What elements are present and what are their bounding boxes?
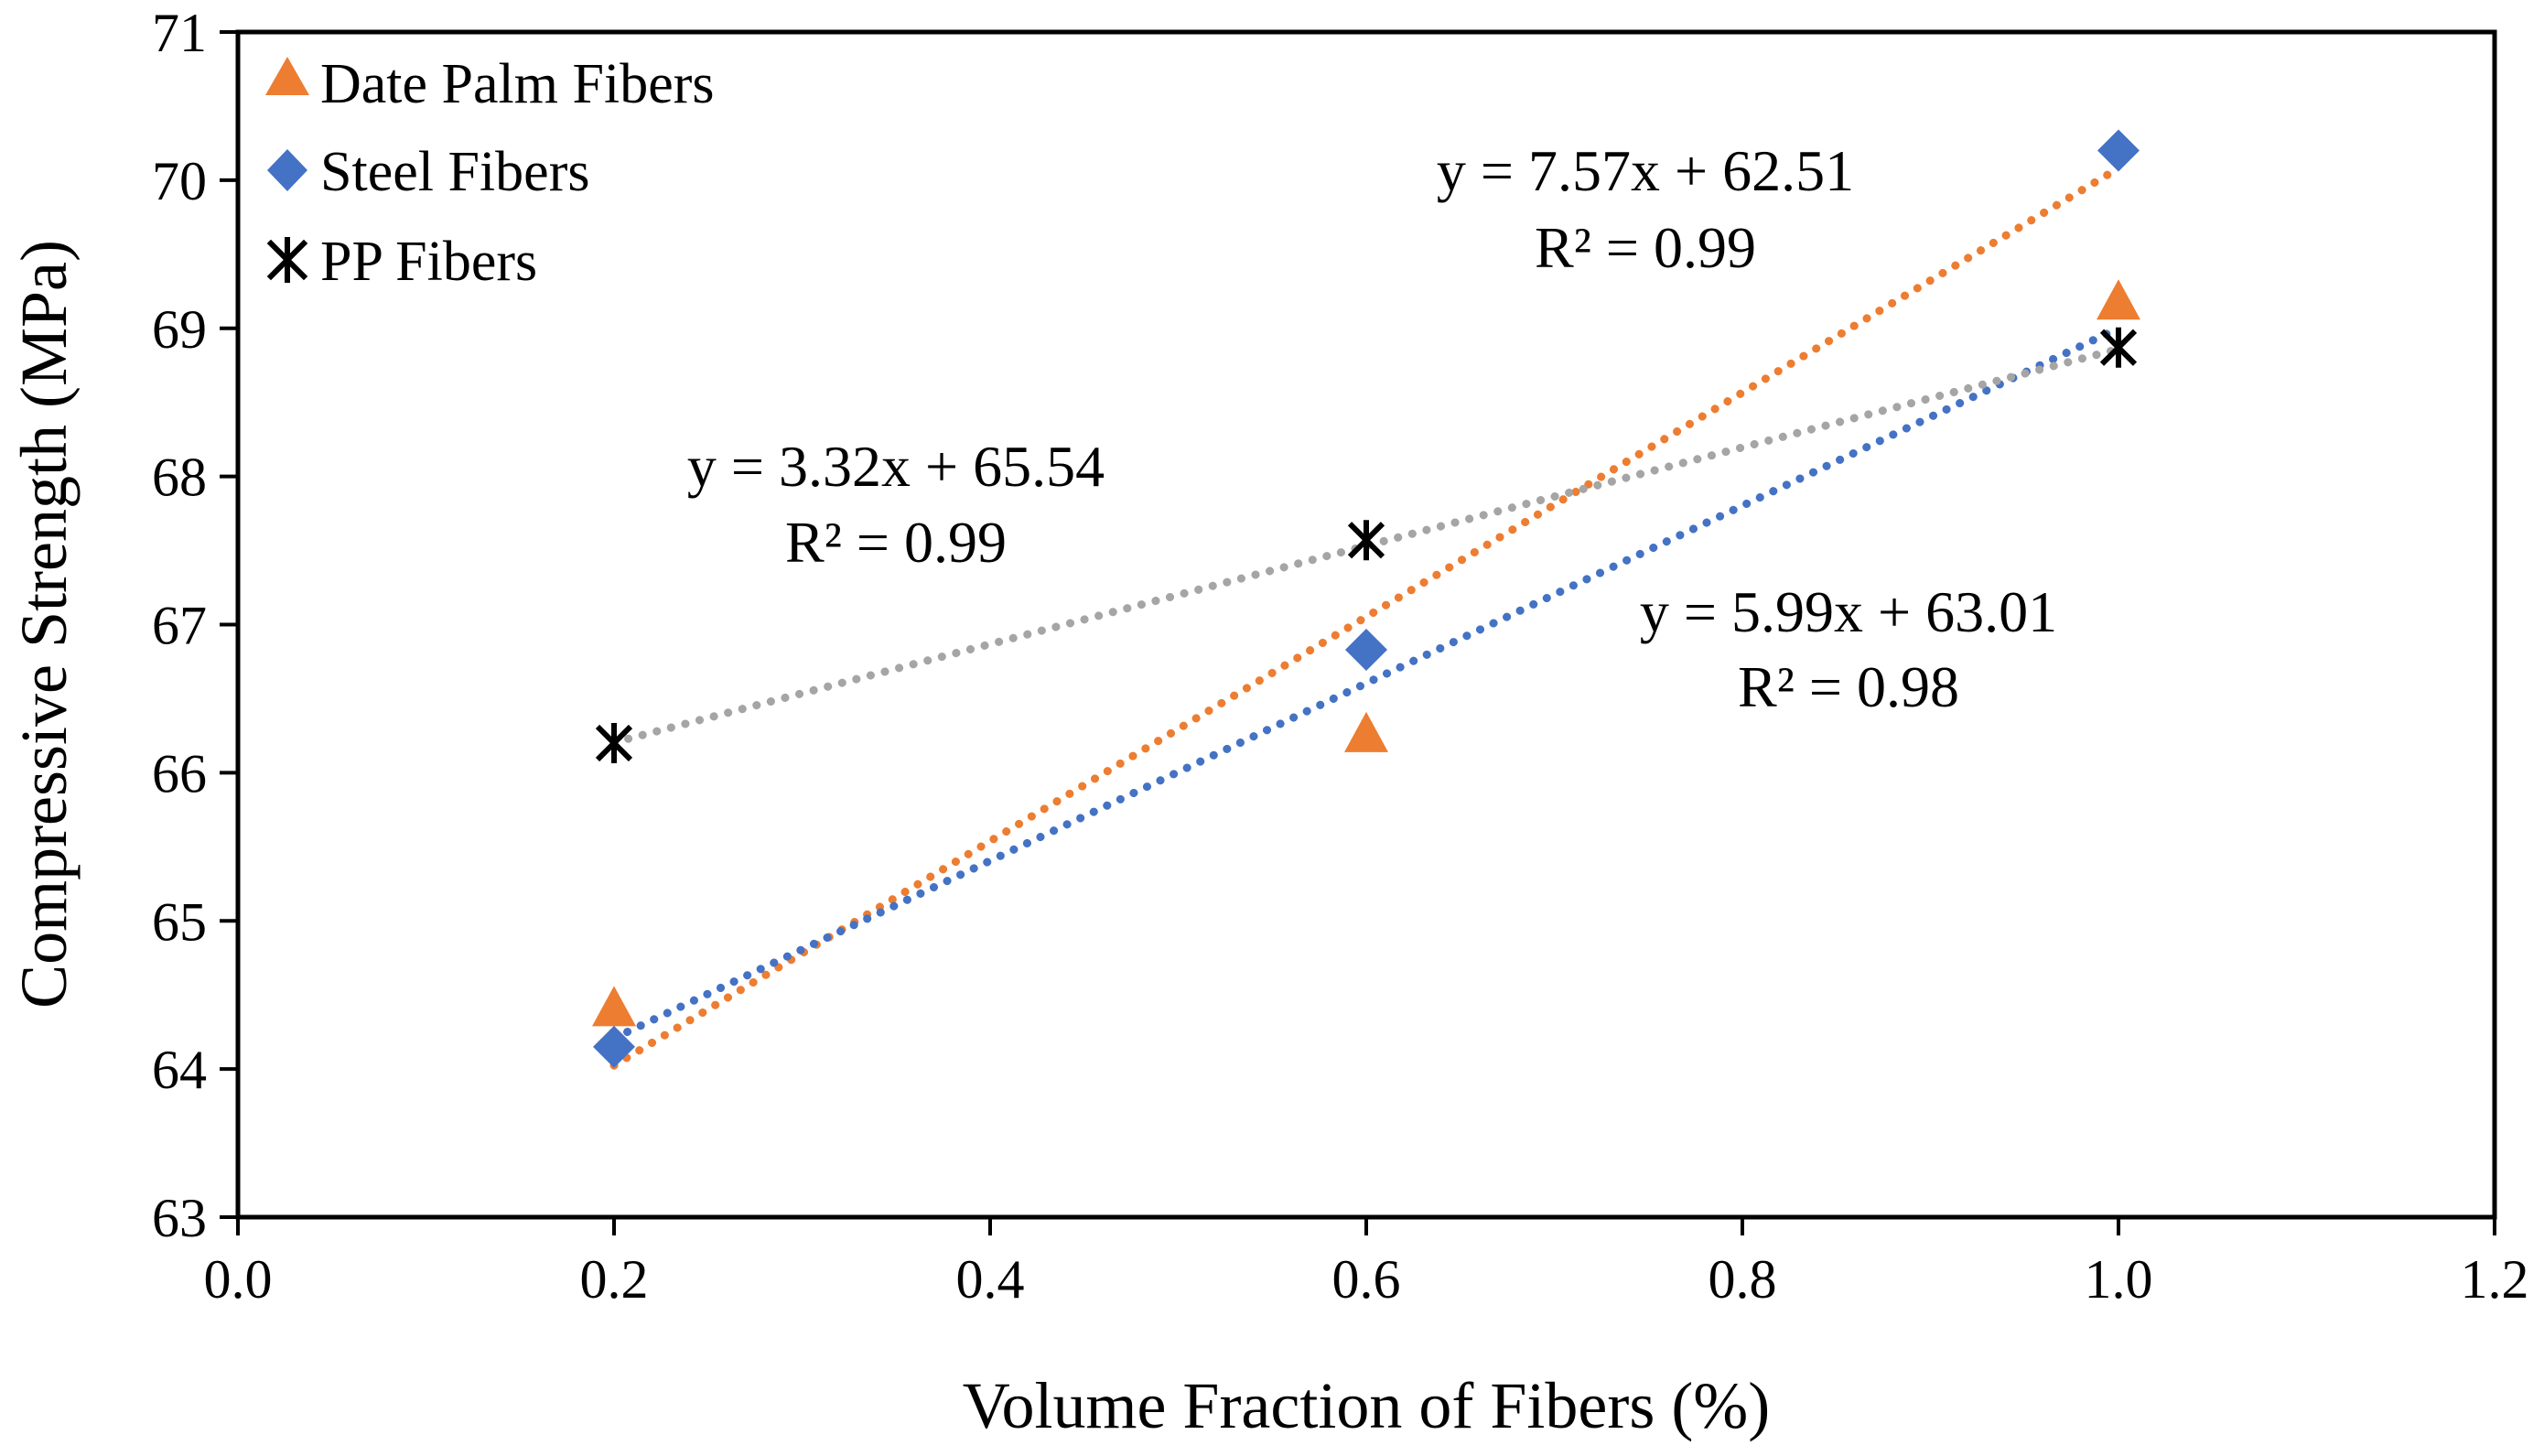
y-tick-label: 67 <box>152 596 207 656</box>
x-tick-label: 0.0 <box>204 1249 273 1310</box>
legend-date-palm-label: Date Palm Fibers <box>320 53 715 115</box>
x-tick-label: 0.8 <box>1709 1249 1777 1310</box>
legend-date-palm-marker <box>265 57 309 95</box>
x-tick-label: 0.4 <box>956 1249 1025 1310</box>
y-tick-label: 64 <box>152 1040 207 1100</box>
x-tick-label: 1.2 <box>2461 1249 2529 1310</box>
tick-layer: 0.0 0.2 0.4 0.6 0.8 1.0 1.2 63 64 65 66 67 68 69 70 71 <box>152 3 2529 1310</box>
y-tick-label: 65 <box>152 891 207 952</box>
steel-fibers-trendline <box>609 324 2123 1042</box>
steel-equation: y = 5.99x + 63.01 <box>1640 579 2057 644</box>
pp-fibers-point <box>1347 520 1385 561</box>
date-palm-fibers-point <box>2097 279 2140 320</box>
legend-steel-label: Steel Fibers <box>320 141 589 203</box>
pp-r2: R² = 0.99 <box>785 510 1007 575</box>
pp-fibers-point <box>2099 327 2138 368</box>
y-tick-label: 66 <box>152 743 207 803</box>
y-tick-label: 69 <box>152 299 207 360</box>
steel-fibers-point <box>593 1025 635 1068</box>
x-tick-label: 1.0 <box>2085 1249 2153 1310</box>
legend-pp-label: PP Fibers <box>320 231 537 293</box>
x-axis-title: Volume Fraction of Fibers (%) <box>963 1369 1771 1442</box>
y-tick-label: 71 <box>152 3 207 63</box>
y-tick-label: 68 <box>152 448 207 508</box>
legend-steel-marker <box>267 149 307 191</box>
marker-layer <box>592 129 2140 1068</box>
legend: Date Palm Fibers Steel Fibers PP Fibers <box>265 53 715 293</box>
date-palm-r2: R² = 0.99 <box>1535 215 1756 280</box>
pp-fibers-point <box>595 723 633 763</box>
y-tick-label: 70 <box>152 151 207 211</box>
date-palm-fibers-point <box>592 986 636 1027</box>
steel-r2: R² = 0.98 <box>1738 654 1959 719</box>
steel-fibers-point <box>2097 129 2140 172</box>
steel-fibers-point <box>1345 629 1387 672</box>
date-palm-equation: y = 7.57x + 62.51 <box>1437 138 1854 203</box>
legend-pp-marker <box>266 237 308 283</box>
pp-equation: y = 3.32x + 65.54 <box>687 434 1105 499</box>
x-tick-label: 0.2 <box>580 1249 649 1310</box>
y-axis-title: Compressive Strength (MPa) <box>7 240 81 1008</box>
y-tick-label: 63 <box>152 1188 207 1248</box>
x-tick-label: 0.6 <box>1332 1249 1401 1310</box>
date-palm-fibers-point <box>1344 711 1388 752</box>
